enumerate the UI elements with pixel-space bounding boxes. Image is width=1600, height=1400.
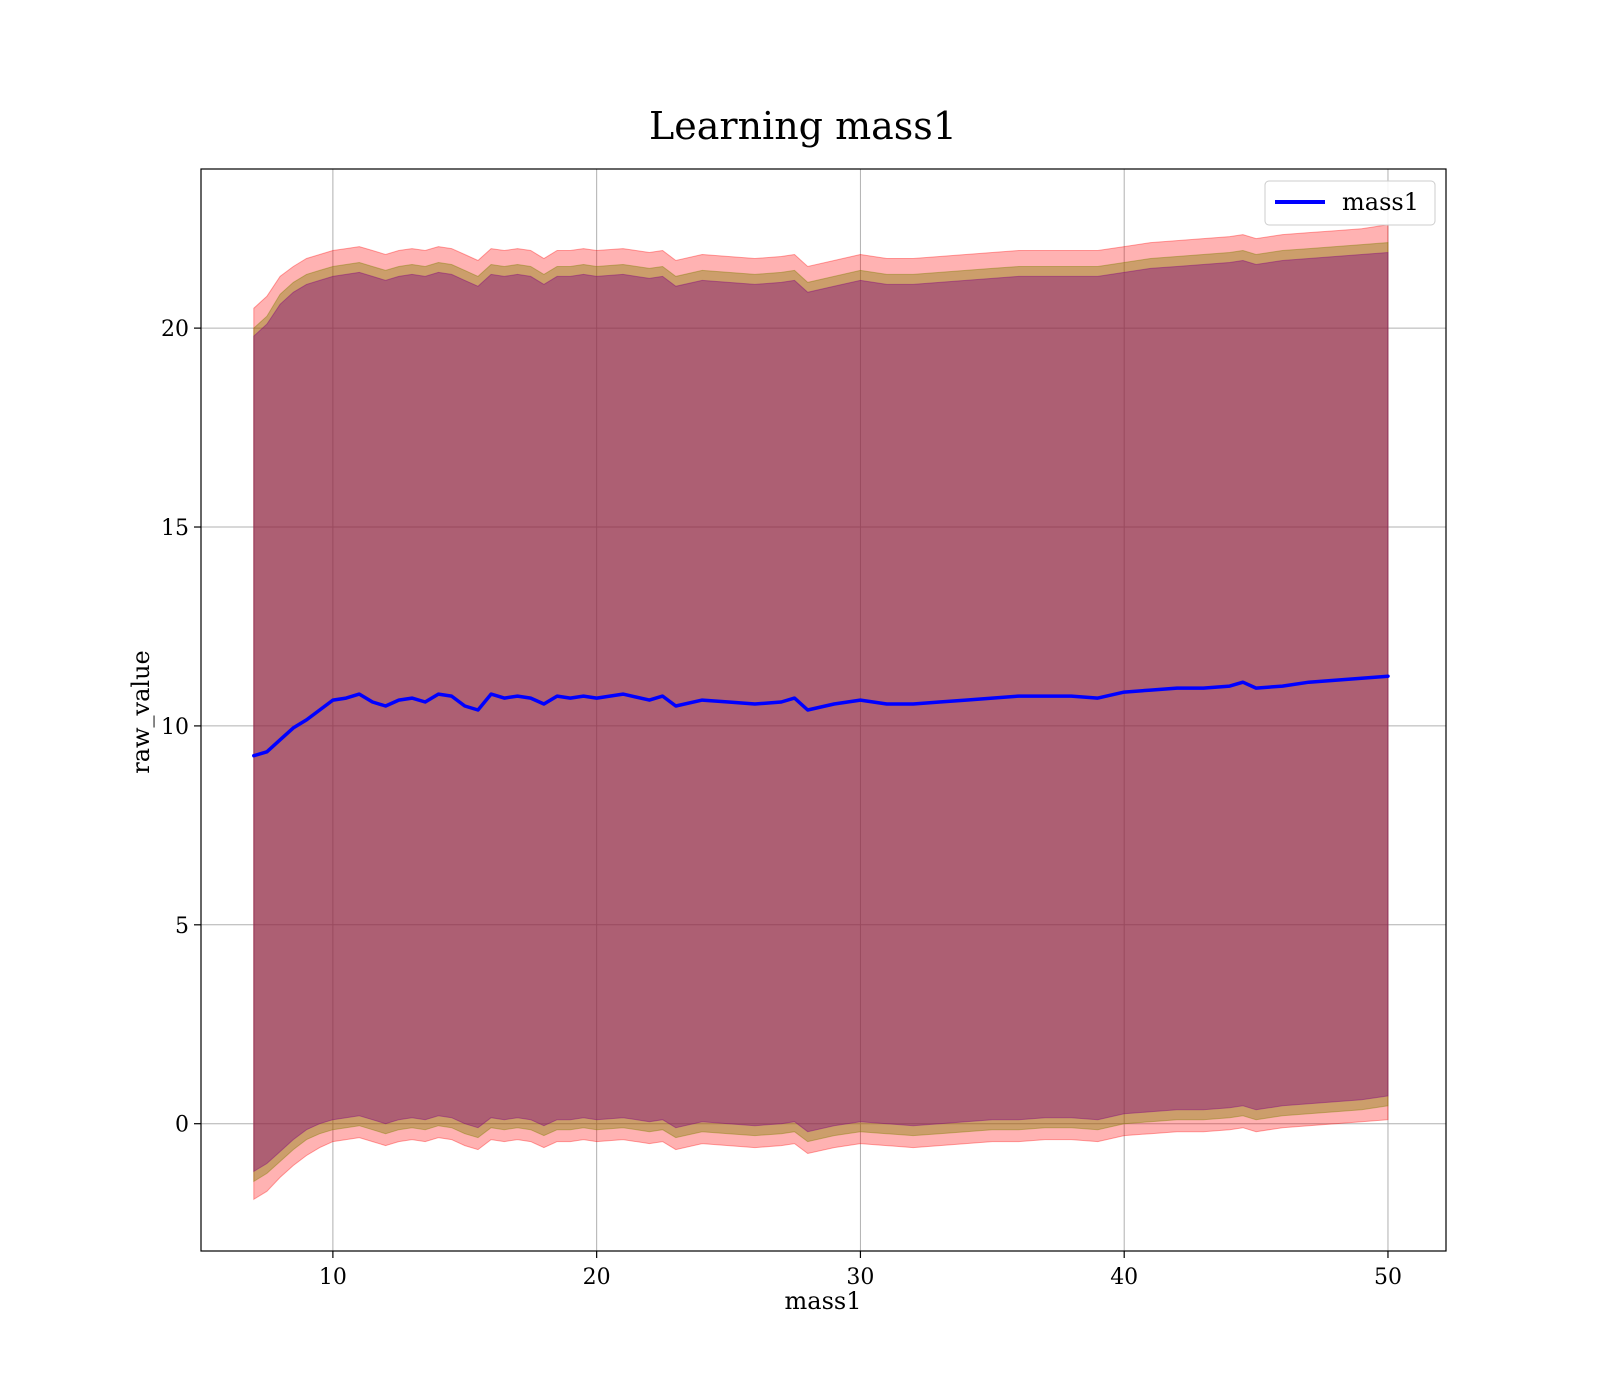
y-tick-label-20: 20 [161,317,189,342]
legend-label-mass1: mass1 [1342,188,1419,216]
plot-area [200,168,1447,1252]
x-tick-label-50: 50 [1374,1265,1402,1290]
legend-box [1264,180,1436,226]
y-tick-label-10: 10 [161,715,189,740]
band-inner [253,251,1389,1173]
series-lines [252,674,1390,758]
plot-frame [200,168,1447,1252]
y-axis: 0 5 10 15 20 [161,317,201,1138]
x-tick-label-10: 10 [319,1265,347,1290]
grid [201,169,1446,1251]
chart-title: Learning mass1 [649,104,957,148]
x-axis: 10 20 30 40 50 [319,1251,1402,1290]
y-tick-label-0: 0 [175,1113,189,1138]
x-tick-label-30: 30 [846,1265,874,1290]
x-axis-label: mass1 [785,1287,862,1315]
y-axis-label: raw_value [127,650,155,774]
band-middle [253,242,1389,1183]
legend: mass1 [1264,180,1436,226]
y-tick-label-5: 5 [175,914,189,939]
series-line-mass1 [252,674,1390,758]
y-tick-label-15: 15 [161,516,189,541]
x-tick-label-40: 40 [1110,1265,1138,1290]
band-outer [253,224,1389,1201]
uncertainty-bands [253,224,1389,1201]
x-tick-label-20: 20 [583,1265,611,1290]
